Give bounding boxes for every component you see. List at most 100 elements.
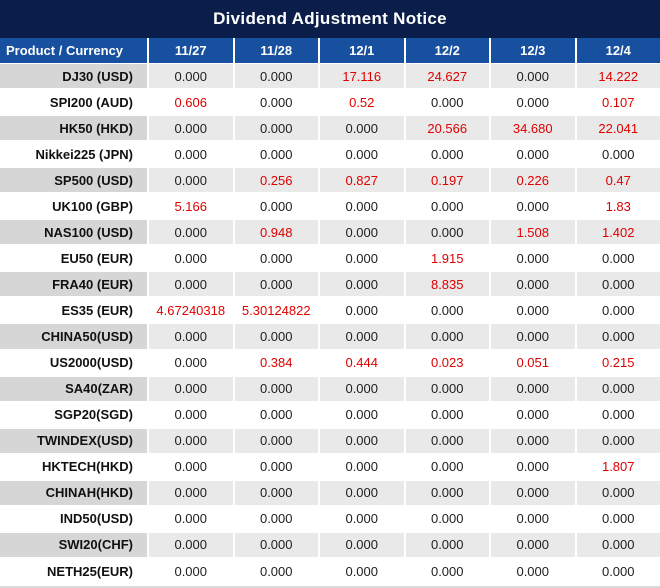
value-cell: 0.000 [491,142,577,169]
table-row: Nikkei225 (JPN) 0.000 0.000 0.000 0.000 0.000… [0,142,660,169]
value-cell: 17.116 [320,64,406,91]
table-row: US2000(USD) 0.000 0.384 0.444 0.023 0.051 0.21… [0,350,660,377]
value-cell: 0.000 [405,480,491,507]
product-cell: HK50 (HKD) [0,116,149,143]
value-cell: 0.107 [576,90,660,117]
table-row: SP500 (USD) 0.000 0.256 0.827 0.197 0.226 0.47 [0,168,660,195]
value-cell: 0.000 [405,298,491,325]
value-cell: 0.000 [149,558,235,585]
value-cell: 0.197 [405,168,491,195]
page-title: Dividend Adjustment Notice [0,0,660,38]
value-cell: 5.166 [149,194,235,221]
value-cell: 0.051 [491,350,577,377]
value-cell: 0.000 [149,428,235,455]
value-cell: 0.000 [320,506,406,533]
product-cell: CHINA50(USD) [0,324,149,351]
value-cell: 0.000 [320,116,406,143]
value-cell: 0.000 [491,480,577,507]
value-cell: 0.000 [320,454,406,481]
value-cell: 8.835 [405,272,491,299]
table-header-row: Product / Currency 11/27 11/28 12/1 12/2 12/… [0,38,660,64]
value-cell: 0.000 [149,350,235,377]
value-cell: 0.47 [576,168,660,195]
value-cell: 0.000 [149,402,235,429]
value-cell: 4.67240318 [149,298,235,325]
value-cell: 0.000 [320,194,406,221]
value-cell: 0.023 [405,350,491,377]
value-cell: 0.000 [234,480,320,507]
value-cell: 0.000 [149,246,235,273]
value-cell: 0.000 [491,246,577,273]
value-cell: 0.000 [491,64,577,91]
value-cell: 0.000 [491,558,577,585]
value-cell: 14.222 [576,64,660,91]
value-cell: 0.000 [576,558,660,585]
product-cell: IND50(USD) [0,506,149,533]
column-header-date: 11/28 [234,38,320,64]
value-cell: 0.000 [491,532,577,559]
table-row: CHINAH(HKD) 0.000 0.000 0.000 0.000 0.000 0.00… [0,480,660,507]
product-cell: DJ30 (USD) [0,64,149,91]
value-cell: 0.000 [405,558,491,585]
product-cell: Nikkei225 (JPN) [0,142,149,169]
value-cell: 0.000 [149,142,235,169]
value-cell: 0.000 [576,376,660,403]
value-cell: 0.000 [149,168,235,195]
value-cell: 0.000 [405,220,491,247]
value-cell: 0.000 [320,142,406,169]
product-cell: CHINAH(HKD) [0,480,149,507]
value-cell: 0.000 [405,506,491,533]
value-cell: 1.807 [576,454,660,481]
table-row: TWINDEX(USD) 0.000 0.000 0.000 0.000 0.000 0.0… [0,428,660,455]
product-cell: SA40(ZAR) [0,376,149,403]
value-cell: 0.000 [320,376,406,403]
value-cell: 0.000 [491,376,577,403]
value-cell: 34.680 [491,116,577,143]
value-cell: 0.000 [405,402,491,429]
value-cell: 0.52 [320,90,406,117]
value-cell: 0.000 [234,116,320,143]
value-cell: 0.000 [320,480,406,507]
value-cell: 5.30124822 [234,298,320,325]
column-header-date: 12/1 [320,38,406,64]
value-cell: 0.000 [234,532,320,559]
value-cell: 0.000 [320,324,406,351]
value-cell: 0.000 [405,428,491,455]
value-cell: 0.000 [576,246,660,273]
table-row: DJ30 (USD) 0.000 0.000 17.116 24.627 0.000 14.… [0,64,660,91]
value-cell: 0.000 [149,116,235,143]
value-cell: 0.000 [576,298,660,325]
value-cell: 1.83 [576,194,660,221]
value-cell: 0.000 [576,428,660,455]
value-cell: 0.000 [149,376,235,403]
value-cell: 0.606 [149,90,235,117]
value-cell: 0.000 [234,324,320,351]
value-cell: 0.000 [491,506,577,533]
product-cell: NETH25(EUR) [0,558,149,585]
value-cell: 0.000 [491,324,577,351]
table-row: CHINA50(USD) 0.000 0.000 0.000 0.000 0.000 0.0… [0,324,660,351]
table-body: DJ30 (USD) 0.000 0.000 17.116 24.627 0.000 14.… [0,64,660,585]
value-cell: 0.000 [234,506,320,533]
table-row: ES35 (EUR) 4.67240318 5.30124822 0.000 0.000… [0,298,660,325]
value-cell: 0.000 [234,454,320,481]
value-cell: 0.000 [234,428,320,455]
value-cell: 1.402 [576,220,660,247]
table-row: HK50 (HKD) 0.000 0.000 0.000 20.566 34.680 22.… [0,116,660,143]
value-cell: 0.444 [320,350,406,377]
product-cell: NAS100 (USD) [0,220,149,247]
value-cell: 0.000 [576,324,660,351]
value-cell: 0.000 [149,480,235,507]
product-cell: SP500 (USD) [0,168,149,195]
value-cell: 0.000 [234,376,320,403]
table-row: FRA40 (EUR) 0.000 0.000 0.000 8.835 0.000 0.00… [0,272,660,299]
product-cell: EU50 (EUR) [0,246,149,273]
value-cell: 0.000 [576,480,660,507]
value-cell: 0.000 [320,246,406,273]
value-cell: 0.000 [576,532,660,559]
table-row: NETH25(EUR) 0.000 0.000 0.000 0.000 0.000 0.00… [0,558,660,585]
value-cell: 0.000 [491,272,577,299]
value-cell: 0.000 [149,64,235,91]
value-cell: 0.000 [320,532,406,559]
value-cell: 0.000 [320,428,406,455]
